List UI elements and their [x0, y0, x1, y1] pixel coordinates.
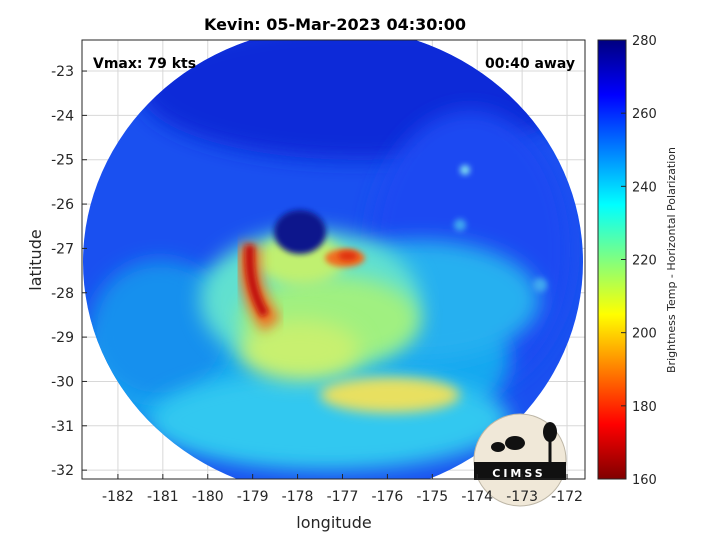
x-tick-label: -182 — [102, 489, 134, 505]
colorbar-tick-label: 240 — [632, 180, 657, 195]
y-tick-label: -24 — [51, 108, 74, 124]
x-tick-label: -172 — [551, 489, 583, 505]
y-tick-label: -32 — [51, 463, 74, 479]
x-tick-label: -180 — [192, 489, 224, 505]
colorbar-tick-label: 180 — [632, 400, 657, 415]
microwave-swath — [83, 40, 583, 479]
colorbar-tick-label: 280 — [632, 34, 657, 49]
x-tick-label: -174 — [461, 489, 493, 505]
x-tick-label: -181 — [147, 489, 179, 505]
x-tick-label: -173 — [506, 489, 538, 505]
x-tick-label: -178 — [282, 489, 314, 505]
x-tick-label: -176 — [372, 489, 404, 505]
axis-ticks: -182 -181 -180 -179 -178 -177 -176 -175 -174 -173… — [51, 64, 583, 505]
y-tick-label: -31 — [51, 419, 74, 435]
y-tick-label: -25 — [51, 153, 74, 169]
vmax-label: Vmax: 79 kts — [93, 56, 196, 72]
x-axis-label: longitude — [296, 513, 371, 532]
y-axis-label: latitude — [26, 229, 45, 290]
colorbar-tick-label: 160 — [632, 473, 657, 488]
x-tick-label: -177 — [327, 489, 359, 505]
x-tick-label: -179 — [237, 489, 269, 505]
y-tick-label: -29 — [51, 330, 74, 346]
y-tick-label: -27 — [51, 241, 74, 257]
colorbar: 160 180 200 220 240 260 280 Brightness Temp - … — [597, 34, 678, 488]
y-tick-label: -26 — [51, 197, 74, 213]
colorbar-tick-label: 200 — [632, 327, 657, 342]
y-tick-label: -30 — [51, 374, 74, 390]
logo-text: CIMSS — [492, 467, 545, 480]
time-away-label: 00:40 away — [485, 56, 575, 72]
cimss-logo: CIMSS — [473, 413, 567, 507]
colorbar-tick-label: 260 — [632, 107, 657, 122]
y-tick-label: -28 — [51, 286, 74, 302]
y-tick-label: -23 — [51, 64, 74, 80]
colorbar-tick-label: 220 — [632, 254, 657, 269]
axes-frame — [81, 39, 586, 480]
x-tick-label: -175 — [416, 489, 448, 505]
colorbar-label: Brightness Temp - Horizontal Polarizatio… — [665, 147, 678, 373]
map-title: Kevin: 05-Mar-2023 04:30:00 — [204, 15, 466, 34]
